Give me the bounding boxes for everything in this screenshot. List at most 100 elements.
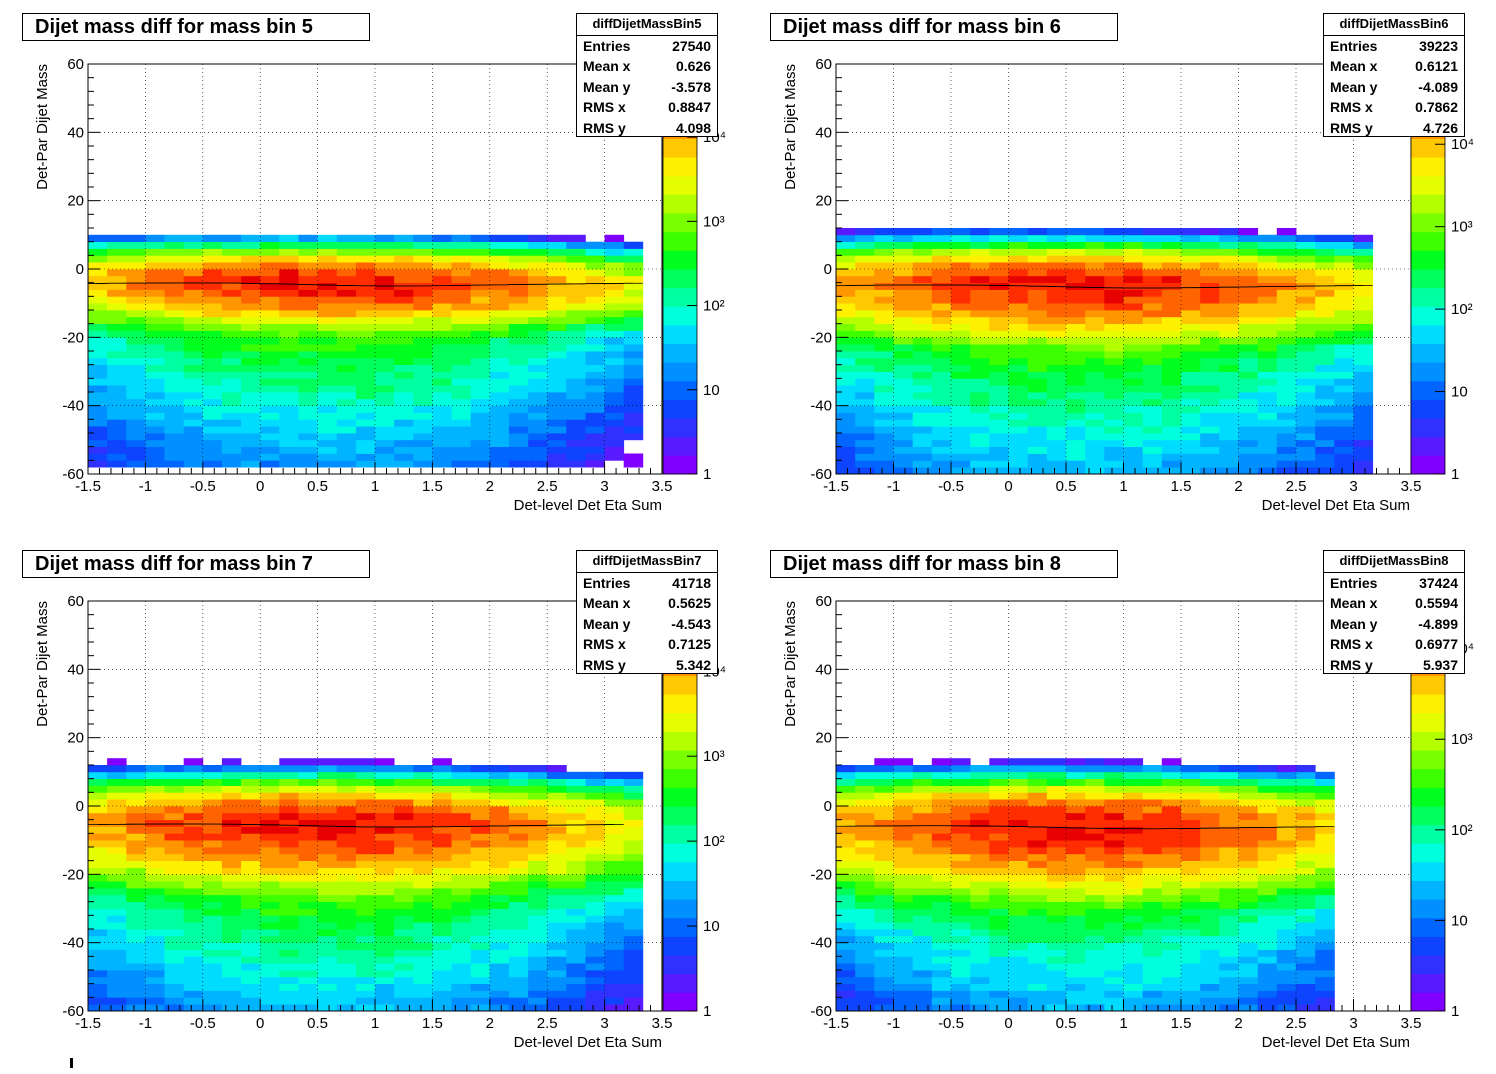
heatmap-cell xyxy=(623,929,644,937)
heatmap-cell xyxy=(355,398,376,406)
color-scale-band xyxy=(663,917,697,937)
heatmap-cell xyxy=(88,888,108,896)
heatmap-cell xyxy=(1008,453,1029,461)
heatmap-cell xyxy=(566,833,586,841)
heatmap-cell xyxy=(836,275,856,283)
heatmap-cell xyxy=(1238,922,1259,930)
heatmap-cell xyxy=(394,1004,414,1012)
heatmap-cell xyxy=(279,929,299,937)
heatmap-cell xyxy=(874,915,894,923)
heatmap-cell xyxy=(1046,942,1067,950)
heatmap-cell xyxy=(241,296,261,304)
heatmap-cell xyxy=(164,433,184,441)
heatmap-cell xyxy=(931,275,952,283)
heatmap-cell xyxy=(1161,949,1182,957)
heatmap-cell xyxy=(1315,778,1335,786)
heatmap-cell xyxy=(1046,908,1067,916)
heatmap-cell xyxy=(489,460,510,468)
heatmap-cell xyxy=(912,833,933,841)
heatmap-cell xyxy=(260,785,280,793)
heatmap-cell xyxy=(1200,901,1220,909)
heatmap-cell xyxy=(1046,929,1067,937)
heatmap-cell xyxy=(279,915,299,923)
heatmap-cell xyxy=(279,344,299,352)
heatmap-cell xyxy=(375,792,395,800)
heatmap-cell xyxy=(279,351,299,359)
heatmap-cell xyxy=(88,255,108,263)
heatmap-cell xyxy=(107,990,127,998)
stats-rms-x: 0.8847 xyxy=(668,99,711,116)
heatmap-cell xyxy=(298,765,318,773)
color-scale-band xyxy=(663,213,697,233)
heatmap-cell xyxy=(1334,310,1354,318)
heatmap-cell xyxy=(298,881,318,889)
heatmap-cell xyxy=(1104,915,1124,923)
x-tick-label: 2 xyxy=(486,478,494,495)
heatmap-cell xyxy=(893,371,914,379)
x-tick-label: -1 xyxy=(139,1015,152,1032)
heatmap-cell xyxy=(107,1004,127,1012)
heatmap-cell xyxy=(1085,806,1105,814)
x-axis-label: Det-level Det Eta Sum xyxy=(1262,1034,1410,1051)
heatmap-cell xyxy=(221,778,242,786)
heatmap-cell xyxy=(1046,398,1067,406)
heatmap-cell xyxy=(375,248,395,256)
heatmap-cell xyxy=(874,310,894,318)
heatmap-cell xyxy=(183,997,204,1005)
heatmap-cell xyxy=(951,296,971,304)
color-scale-band xyxy=(1411,418,1445,438)
heatmap-cell xyxy=(836,378,856,386)
heatmap-cell xyxy=(413,901,433,909)
heatmap-cell xyxy=(1142,799,1163,807)
x-tick-label: 0.5 xyxy=(307,1015,328,1032)
heatmap-cell xyxy=(489,316,510,324)
heatmap-cell xyxy=(1008,806,1029,814)
heatmap-cell xyxy=(874,433,894,441)
heatmap-cell xyxy=(298,241,318,249)
heatmap-cell xyxy=(912,378,933,386)
heatmap-cell xyxy=(1238,874,1259,882)
heatmap-cell xyxy=(1104,929,1124,937)
heatmap-cell xyxy=(1181,812,1201,820)
heatmap-cell xyxy=(1027,881,1048,889)
heatmap-cell xyxy=(1085,990,1105,998)
heatmap-cell xyxy=(241,963,261,971)
heatmap-cell xyxy=(528,323,548,331)
y-tick-label: 40 xyxy=(815,124,832,141)
heatmap-cell xyxy=(1046,303,1067,311)
heatmap-cell xyxy=(145,351,165,359)
heatmap-cell xyxy=(874,983,894,991)
heatmap-cell xyxy=(970,275,990,283)
heatmap-cell xyxy=(1085,303,1105,311)
heatmap-cell xyxy=(375,956,395,964)
heatmap-cell xyxy=(855,303,875,311)
heatmap-cell xyxy=(317,439,338,447)
heatmap-cell xyxy=(145,439,165,447)
heatmap-cell xyxy=(1085,289,1105,297)
heatmap-cell xyxy=(508,976,529,984)
heatmap-cell xyxy=(951,970,971,978)
heatmap-cell xyxy=(1257,997,1278,1005)
heatmap-cell xyxy=(912,942,933,950)
heatmap-cell xyxy=(202,323,223,331)
heatmap-cell xyxy=(585,990,605,998)
heatmap-cell xyxy=(1066,405,1086,413)
heatmap-cell xyxy=(836,949,856,957)
heatmap-cell xyxy=(1066,853,1086,861)
heatmap-cell xyxy=(855,901,875,909)
heatmap-cell xyxy=(126,874,146,882)
heatmap-cell xyxy=(1046,765,1067,773)
heatmap-cell xyxy=(989,241,1009,249)
heatmap-cell xyxy=(1027,853,1048,861)
heatmap-cell xyxy=(470,915,491,923)
heatmap-cell xyxy=(1219,289,1239,297)
heatmap-cell xyxy=(298,248,318,256)
heatmap-cell xyxy=(1142,956,1163,964)
heatmap-cell xyxy=(1027,778,1048,786)
heatmap-cell xyxy=(951,799,971,807)
heatmap-cell xyxy=(1315,357,1335,365)
heatmap-cell xyxy=(1257,337,1278,345)
heatmap-cell xyxy=(604,826,625,834)
heatmap-cell xyxy=(145,303,165,311)
heatmap-cell xyxy=(451,460,471,468)
